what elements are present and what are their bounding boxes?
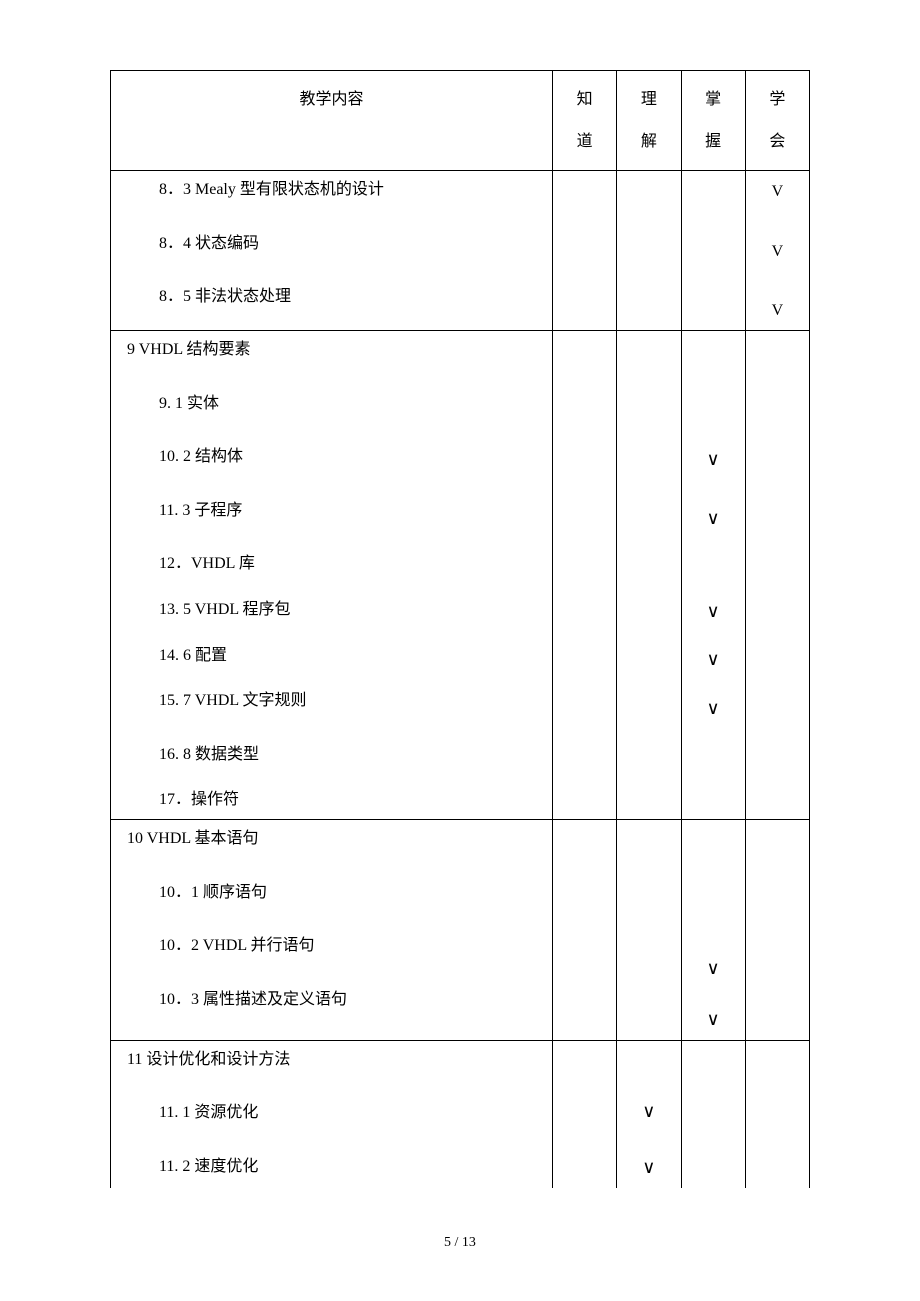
mark-cell-c3: ∨ ∨ ∨ ∨ ∨: [681, 330, 745, 819]
table-header-row: 教学内容 知 道 理 解 掌 握 学 会: [111, 71, 810, 171]
mark-cell-c3: [681, 171, 745, 331]
content-item: 10. 2 结构体: [123, 444, 540, 470]
content-item: 11 设计优化和设计方法: [123, 1047, 540, 1073]
mark-v: ∨: [642, 1153, 655, 1182]
header-col4-top: 学: [769, 79, 785, 121]
content-item: 17．操作符: [123, 787, 540, 813]
header-col4: 学 会: [745, 71, 809, 171]
header-col3-bot: 握: [705, 121, 721, 163]
content-item: 10 VHDL 基本语句: [123, 826, 540, 852]
mark-v: ∨: [707, 504, 720, 533]
mark-cell-c4: [745, 330, 809, 819]
header-content: 教学内容: [111, 71, 553, 171]
content-item: 10．1 顺序语句: [123, 880, 540, 906]
mark-cell-c1: [553, 171, 617, 331]
content-item: 14. 6 配置: [123, 643, 540, 669]
page-footer: 5 / 13: [0, 1235, 920, 1251]
mark-cell-c4: [745, 819, 809, 1040]
table-row: 8．3 Mealy 型有限状态机的设计 8．4 状态编码 8．5 非法状态处理 …: [111, 171, 810, 331]
content-item: 13. 5 VHDL 程序包: [123, 597, 540, 623]
mark-v: ∨: [707, 445, 720, 474]
content-item: 11. 3 子程序: [123, 498, 540, 524]
content-item: 11. 1 资源优化: [123, 1100, 540, 1126]
mark-v: V: [772, 239, 784, 265]
header-col1-top: 知: [577, 79, 593, 121]
header-col4-bot: 会: [769, 121, 785, 163]
header-col2: 理 解: [617, 71, 681, 171]
mark-v: ∨: [642, 1097, 655, 1126]
content-item: 10．3 属性描述及定义语句: [123, 987, 540, 1013]
table-row: 10 VHDL 基本语句 10．1 顺序语句 10．2 VHDL 并行语句 10…: [111, 819, 810, 1040]
mark-cell-c2: [617, 819, 681, 1040]
header-col3-top: 掌: [705, 79, 721, 121]
mark-cell-c2: [617, 330, 681, 819]
header-col3: 掌 握: [681, 71, 745, 171]
content-item: 10．2 VHDL 并行语句: [123, 933, 540, 959]
header-content-label: 教学内容: [300, 79, 364, 121]
mark-v: ∨: [707, 645, 720, 674]
mark-v: ∨: [707, 694, 720, 723]
content-item: 9 VHDL 结构要素: [123, 337, 540, 363]
mark-v: V: [772, 179, 784, 205]
mark-v: ∨: [707, 954, 720, 983]
content-cell: 9 VHDL 结构要素 9. 1 实体 10. 2 结构体 11. 3 子程序 …: [111, 330, 553, 819]
page: 教学内容 知 道 理 解 掌 握 学 会: [0, 0, 920, 1188]
header-col1-bot: 道: [577, 121, 593, 163]
mark-cell-c1: [553, 819, 617, 1040]
header-col2-bot: 解: [641, 121, 657, 163]
content-item: 12．VHDL 库: [123, 551, 540, 577]
mark-cell-c2: [617, 171, 681, 331]
header-col1: 知 道: [553, 71, 617, 171]
table-row: 9 VHDL 结构要素 9. 1 实体 10. 2 结构体 11. 3 子程序 …: [111, 330, 810, 819]
mark-cell-c1: [553, 1040, 617, 1188]
mark-cell-c3: [681, 1040, 745, 1188]
content-item: 8．3 Mealy 型有限状态机的设计: [123, 177, 540, 203]
mark-cell-c4: [745, 1040, 809, 1188]
mark-cell-c4: V V V: [745, 171, 809, 331]
header-col2-top: 理: [641, 79, 657, 121]
content-cell: 10 VHDL 基本语句 10．1 顺序语句 10．2 VHDL 并行语句 10…: [111, 819, 553, 1040]
table-row: 11 设计优化和设计方法 11. 1 资源优化 11. 2 速度优化 ∨ ∨: [111, 1040, 810, 1188]
mark-cell-c1: [553, 330, 617, 819]
content-item: 9. 1 实体: [123, 391, 540, 417]
content-cell: 8．3 Mealy 型有限状态机的设计 8．4 状态编码 8．5 非法状态处理: [111, 171, 553, 331]
content-item: 8．5 非法状态处理: [123, 284, 540, 310]
mark-cell-c2: ∨ ∨: [617, 1040, 681, 1188]
content-item: 15. 7 VHDL 文字规则: [123, 688, 540, 714]
content-item: 11. 2 速度优化: [123, 1154, 540, 1180]
mark-v: ∨: [707, 597, 720, 626]
syllabus-table: 教学内容 知 道 理 解 掌 握 学 会: [110, 70, 810, 1188]
content-item: 8．4 状态编码: [123, 231, 540, 257]
content-item: 16. 8 数据类型: [123, 742, 540, 768]
mark-v: ∨: [707, 1005, 720, 1034]
mark-cell-c3: ∨ ∨: [681, 819, 745, 1040]
content-cell: 11 设计优化和设计方法 11. 1 资源优化 11. 2 速度优化: [111, 1040, 553, 1188]
mark-v: V: [772, 298, 784, 324]
